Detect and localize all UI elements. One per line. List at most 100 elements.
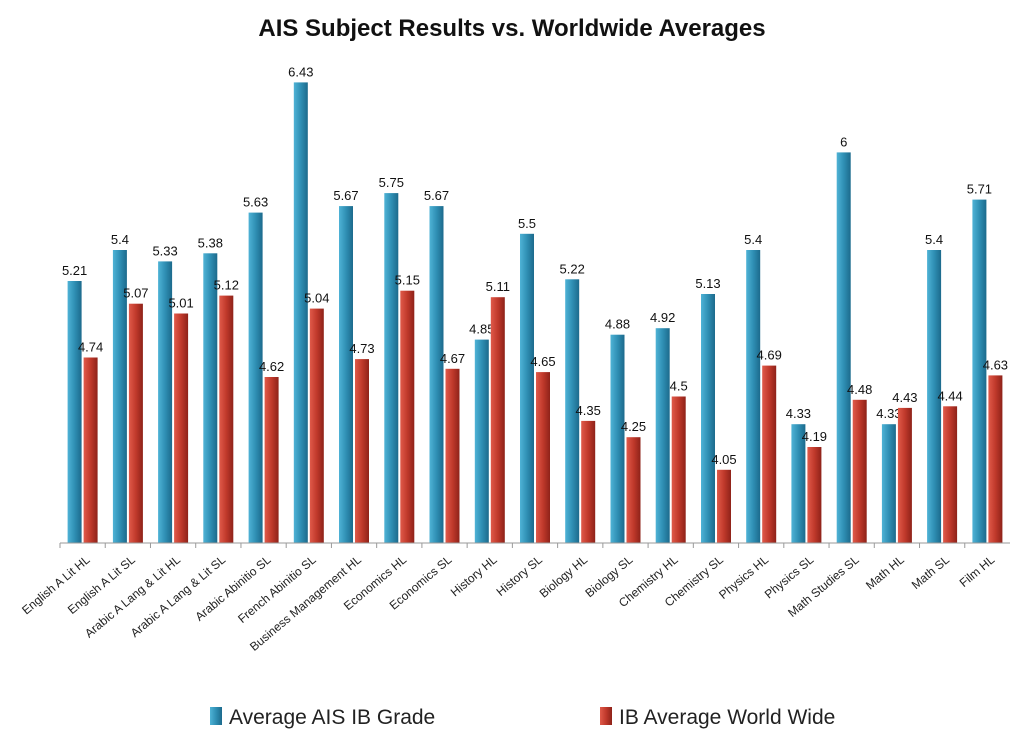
bar-world <box>762 365 777 543</box>
bar-world <box>988 375 1003 543</box>
bar-world <box>807 447 822 543</box>
data-label-world: 4.62 <box>259 359 284 374</box>
data-label-world: 4.44 <box>937 388 962 403</box>
data-label-ais: 5.71 <box>967 182 992 197</box>
data-label-ais: 5.75 <box>379 175 404 190</box>
chart-title: AIS Subject Results vs. Worldwide Averag… <box>258 15 765 42</box>
bar-ais <box>881 424 896 543</box>
data-label-world: 4.63 <box>983 357 1008 372</box>
bar-ais <box>339 206 353 543</box>
data-label-world: 4.35 <box>576 403 601 418</box>
data-label-ais: 6.43 <box>288 64 313 79</box>
data-label-ais: 4.85 <box>469 322 494 337</box>
bar-ais <box>248 212 263 543</box>
data-label-world: 4.19 <box>802 429 827 444</box>
bar-ais <box>655 328 670 543</box>
bar-ais <box>701 294 715 543</box>
bar-ais <box>610 334 625 543</box>
bar-ais <box>746 250 761 543</box>
data-label-ais: 4.88 <box>605 317 630 332</box>
bar-ais <box>520 233 534 544</box>
bar-world <box>128 303 143 543</box>
bar-ais <box>293 82 308 544</box>
bar-world <box>897 407 912 543</box>
data-label-world: 5.04 <box>304 291 329 306</box>
data-label-ais: 5.63 <box>243 195 268 210</box>
x-tick-label: Math SL <box>909 552 952 592</box>
data-label-ais: 5.4 <box>744 232 762 247</box>
data-label-ais: 5.21 <box>62 263 87 278</box>
bar-world <box>445 368 460 543</box>
data-label-world: 5.01 <box>168 296 193 311</box>
bar-world <box>490 297 505 543</box>
bar-world <box>219 295 234 543</box>
bar-world <box>355 359 369 543</box>
bar-ais <box>972 199 987 543</box>
bar-ais <box>203 253 218 544</box>
bar-ais <box>791 424 806 543</box>
x-tick-label: Film HL <box>957 552 998 590</box>
x-tick-label: French Abinitio SL <box>235 552 319 626</box>
legend-label-world: IB Average World Wide <box>619 706 835 729</box>
legend: Average AIS IB Grade IB Average World Wi… <box>210 706 835 729</box>
bar-world <box>264 377 279 543</box>
data-label-world: 4.69 <box>757 348 782 363</box>
legend-swatch-world <box>600 707 612 725</box>
bar-world <box>717 469 731 543</box>
data-label-ais: 5.4 <box>925 232 943 247</box>
data-label-world: 5.07 <box>123 286 148 301</box>
bar-world <box>174 313 189 543</box>
bar-ais <box>565 279 580 543</box>
bar-world <box>671 396 686 543</box>
data-label-world: 4.43 <box>892 390 917 405</box>
data-label-world: 4.5 <box>670 379 688 394</box>
data-label-world: 5.15 <box>395 273 420 288</box>
data-label-ais: 4.33 <box>786 406 811 421</box>
bar-world <box>943 406 958 543</box>
data-label-world: 4.67 <box>440 351 465 366</box>
bar-ais <box>836 152 851 543</box>
bar-world <box>626 437 641 543</box>
data-label-ais: 5.67 <box>424 188 449 203</box>
bar-world <box>83 357 98 543</box>
data-label-ais: 4.92 <box>650 310 675 325</box>
bar-ais <box>927 250 942 543</box>
data-label-world: 4.74 <box>78 340 103 355</box>
bar-ais <box>67 281 82 543</box>
x-tick-label: Physics HL <box>716 552 771 602</box>
x-tick-label: Biology HL <box>537 552 591 600</box>
x-tick-label: Math HL <box>863 552 907 592</box>
data-label-ais: 5.5 <box>518 216 536 231</box>
data-label-ais: 5.13 <box>695 276 720 291</box>
bar-ais <box>158 261 173 543</box>
bar-ais <box>112 250 127 543</box>
data-label-ais: 6 <box>840 134 847 149</box>
data-label-world: 4.48 <box>847 382 872 397</box>
data-label-ais: 5.33 <box>152 243 177 258</box>
bar-world <box>400 290 415 543</box>
data-label-world: 4.65 <box>530 354 555 369</box>
data-label-ais: 5.38 <box>198 235 223 250</box>
data-label-world: 4.05 <box>711 452 736 467</box>
bar-ais <box>474 339 489 543</box>
bar-world <box>581 420 596 543</box>
data-label-world: 5.11 <box>486 279 510 294</box>
bar-ais <box>429 206 444 543</box>
data-label-world: 4.25 <box>621 419 646 434</box>
bar-world <box>536 372 550 543</box>
data-label-world: 4.73 <box>349 341 374 356</box>
bar-world <box>852 399 867 543</box>
x-tick-label: History HL <box>448 552 500 599</box>
data-label-ais: 5.67 <box>333 188 358 203</box>
data-label-ais: 5.4 <box>111 232 129 247</box>
bar-world <box>309 308 324 543</box>
data-label-ais: 5.22 <box>560 261 585 276</box>
bar-ais <box>384 193 399 543</box>
legend-swatch-ais <box>210 707 222 725</box>
legend-label-ais: Average AIS IB Grade <box>229 706 435 729</box>
x-tick-label: Arabic Abinitio SL <box>192 552 273 623</box>
data-label-world: 5.12 <box>214 278 239 293</box>
data-label-ais: 4.33 <box>876 406 901 421</box>
